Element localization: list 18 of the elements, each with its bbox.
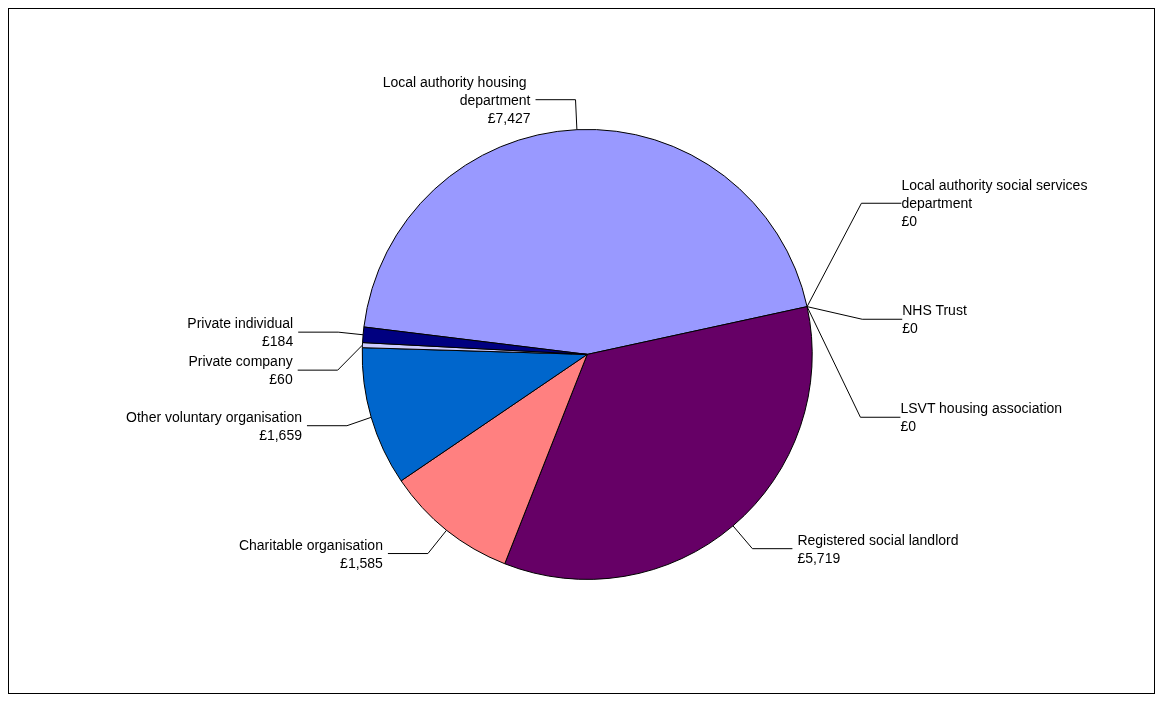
slice-label: Local authority housing department (382, 73, 531, 108)
category-label: Local authority social services department (901, 177, 1088, 212)
slice-label: Private company (188, 353, 293, 370)
category-label: NHS Trust (902, 302, 967, 319)
text: £0 (902, 320, 918, 337)
data-label: £1,659 (259, 426, 303, 443)
text: £0 (900, 418, 917, 435)
data-label: £7,427 (487, 109, 531, 126)
text: £0 (901, 213, 917, 230)
slice-label: Other voluntary organisation (126, 408, 302, 425)
slice-label: Registered social landlord (797, 531, 959, 548)
data-label: £184 (262, 333, 294, 350)
data-label: £1,585 (340, 554, 384, 571)
slice-label: Charitable organisation (238, 536, 383, 553)
category-label: LSVT housing association (900, 400, 1063, 417)
data-label: £60 (269, 371, 293, 388)
slice-label: Private individual (187, 315, 294, 332)
data-label: £5,719 (797, 549, 841, 566)
